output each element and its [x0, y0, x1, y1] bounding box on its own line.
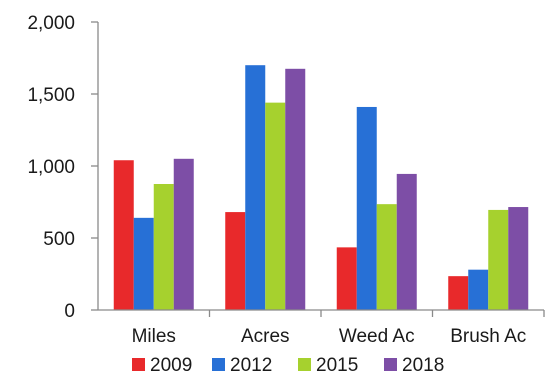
- bar-2009-weed-ac: [336, 247, 357, 310]
- y-axis-ticks: 0 500 1,000 1,500 2,000: [27, 13, 98, 322]
- bar-2015-acres: [265, 102, 286, 310]
- y-tick-label: 1,500: [27, 85, 75, 106]
- legend-swatch-2012: [212, 358, 225, 371]
- bar-2018-brush-ac: [508, 207, 529, 310]
- y-tick-label: 1,000: [27, 157, 75, 178]
- legend-label-2012: 2012: [230, 355, 272, 376]
- bar-2009-brush-ac: [448, 276, 469, 310]
- bar-2018-weed-ac: [396, 173, 417, 310]
- bar-2012-brush-ac: [468, 269, 489, 310]
- bar-2018-acres: [285, 68, 306, 310]
- bar-2012-acres: [245, 65, 266, 310]
- bar-2012-weed-ac: [356, 106, 377, 311]
- bar-2015-miles: [153, 184, 174, 310]
- x-tick-label: Weed Ac: [339, 326, 415, 347]
- x-tick-label: Brush Ac: [450, 326, 526, 347]
- bar-2015-brush-ac: [488, 209, 509, 310]
- bar-2015-weed-ac: [376, 204, 397, 310]
- x-axis-ticks: Miles Acres Weed Ac Brush Ac: [132, 310, 545, 347]
- legend-swatch-2009: [132, 358, 145, 371]
- x-tick-label: Acres: [241, 326, 290, 347]
- bar-2009-miles: [113, 160, 134, 310]
- x-tick-label: Miles: [132, 326, 176, 347]
- y-tick-label: 2,000: [27, 13, 75, 34]
- legend-label-2018: 2018: [402, 355, 444, 376]
- legend-swatch-2018: [384, 358, 397, 371]
- bar-2012-miles: [133, 217, 154, 310]
- bar-2018-miles: [173, 158, 194, 310]
- legend: 2009 2012 2015 2018: [132, 355, 444, 376]
- legend-label-2015: 2015: [316, 355, 358, 376]
- legend-label-2009: 2009: [150, 355, 192, 376]
- legend-swatch-2015: [298, 358, 311, 371]
- y-tick-label: 500: [43, 229, 75, 250]
- y-tick-label: 0: [64, 301, 75, 322]
- bars: [113, 65, 529, 311]
- bar-2009-acres: [225, 212, 246, 310]
